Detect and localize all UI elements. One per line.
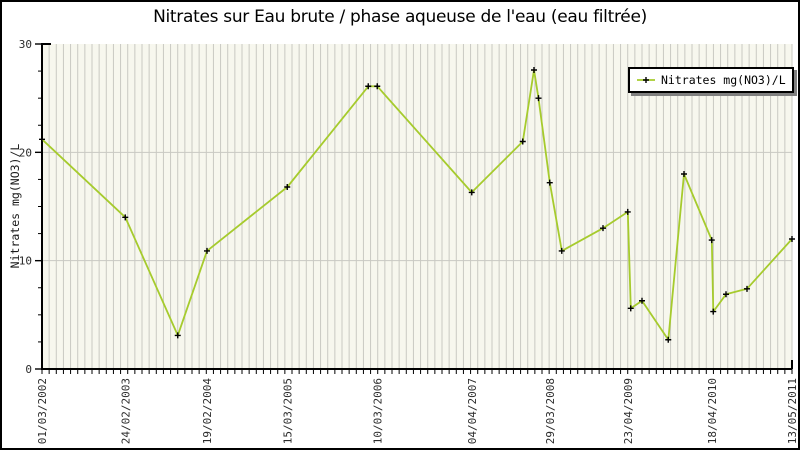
x-tick-label: 13/05/2011 bbox=[786, 378, 799, 444]
x-tick-label: 10/03/2006 bbox=[371, 378, 384, 444]
legend-plus-icon bbox=[643, 77, 649, 83]
data-point-markers bbox=[39, 67, 795, 343]
x-tick-label: 24/02/2003 bbox=[119, 378, 132, 444]
y-tick-label: 20 bbox=[19, 146, 32, 159]
plot-background bbox=[42, 44, 792, 369]
x-tick-label: 23/04/2009 bbox=[622, 378, 635, 444]
legend-label: Nitrates mg(NO3)/L bbox=[661, 73, 786, 87]
x-tick-label: 04/04/2007 bbox=[466, 378, 479, 444]
series-line bbox=[41, 69, 793, 341]
y-tick-label: 30 bbox=[19, 38, 32, 51]
legend-line-marker-icon bbox=[637, 77, 655, 83]
chart-title: Nitrates sur Eau brute / phase aqueuse d… bbox=[153, 7, 647, 27]
legend: Nitrates mg(NO3)/L bbox=[628, 67, 794, 93]
y-tick-label: 0 bbox=[25, 363, 32, 376]
y-axis-title: Nitrates mg(NO3)/L bbox=[8, 143, 22, 269]
x-tick-label: 15/03/2005 bbox=[281, 378, 294, 444]
x-tick-label: 18/04/2010 bbox=[706, 378, 719, 444]
x-tick-label: 29/03/2008 bbox=[544, 378, 557, 444]
y-tick-label: 10 bbox=[19, 255, 32, 268]
x-tick-label: 19/02/2004 bbox=[201, 378, 214, 445]
x-tick-label: 01/03/2002 bbox=[36, 378, 49, 444]
